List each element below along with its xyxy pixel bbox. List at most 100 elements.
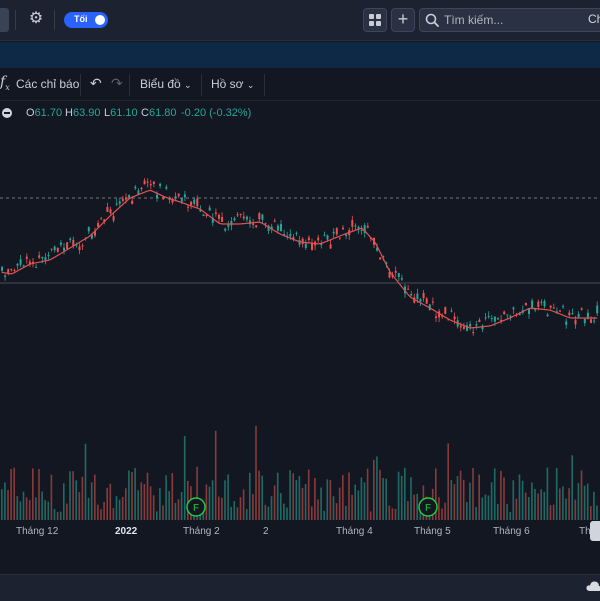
candle-body [106,207,109,212]
volume-bar [388,505,391,520]
candle-body [292,237,295,240]
chart-menu-button[interactable]: Biểu đồ ⌄ [140,77,192,91]
volume-bar [555,467,558,520]
volume-bar [307,469,310,520]
candle-body [503,311,506,315]
volume-bar [345,505,347,520]
toolbar-divider [201,74,202,96]
time-axis[interactable]: Tháng 12 2022 Tháng 2 2 Tháng 4 Tháng 5 … [0,520,600,542]
candle-body [441,315,444,317]
redo-icon[interactable]: ↷ [111,75,123,91]
volume-bar [44,500,46,520]
volume-bar [493,468,496,520]
candle-body [422,292,425,299]
moving-average-line [1,189,598,329]
volume-bar [103,501,105,520]
volume-bar [376,456,378,520]
candle-body [552,307,555,309]
candle-body [518,312,521,316]
axis-scroll-handle[interactable] [590,521,600,541]
volume-bar [577,482,580,520]
candle-body [543,300,546,307]
candle-body [534,308,537,311]
info-banner [0,42,600,68]
volume-bar [438,497,440,520]
volume-bar [264,504,267,520]
candle-body [35,266,38,268]
candle-body [165,186,168,189]
volume-bar [518,474,521,520]
volume-bar [165,475,167,520]
search-box[interactable] [419,8,600,32]
candle-body [338,237,341,239]
volume-bar [295,480,298,520]
cloud-icon[interactable] [586,580,600,592]
volume-bar [360,477,363,520]
candle-body [472,331,475,333]
candle-body [146,181,149,183]
volume-bar [35,497,37,520]
volume-bar [534,489,536,520]
candle-body [466,325,468,331]
candle-body [577,313,580,318]
volume-bar [25,497,28,520]
indicators-fx-icon[interactable]: fx [0,74,10,92]
candle-body [382,256,385,258]
candle-body [214,212,217,214]
candle-body [177,193,180,197]
volume-bar [75,480,77,520]
volume-bar [338,487,341,520]
candle-body [100,218,103,220]
layout-button[interactable] [363,8,387,32]
theme-toggle[interactable]: Tối [64,12,108,28]
volume-bar [357,490,360,520]
add-button[interactable]: + [391,8,415,32]
volume-bar [78,492,81,520]
search-input[interactable] [444,11,584,29]
volume-bar [159,488,161,520]
event-marker-label: F [193,503,199,514]
symbol-button-edge[interactable] [0,8,9,32]
candle-body [236,214,239,216]
candle-body [152,181,155,185]
volume-bar [540,489,542,520]
candle-body [574,320,577,325]
volume-bar [444,502,446,520]
volume-bar [580,470,583,520]
candle-body [435,316,437,318]
volume-bar [506,503,508,520]
profile-menu-button[interactable]: Hồ sơ ⌄ [211,77,254,91]
time-label: Tháng 2 [183,526,220,537]
volume-bar [456,476,459,520]
event-marker-circle[interactable] [186,497,206,517]
candle-body [50,248,53,250]
candle-body [94,230,96,236]
undo-icon[interactable]: ↶ [90,75,102,91]
candle-body [453,316,456,320]
volume-bar [394,508,397,520]
volume-bar [109,483,112,520]
candle-body [320,243,323,246]
volume-bar [311,506,313,520]
volume-bar [106,487,108,520]
indicators-button[interactable]: Các chỉ báo [16,77,80,91]
volume-bar [38,468,40,520]
candle-body [199,209,202,212]
event-marker-circle[interactable] [418,497,438,517]
volume-bar [586,483,589,520]
toolbar-divider [129,74,130,96]
volume-bar [286,507,288,520]
collapse-minus-icon[interactable] [2,108,12,118]
volume-bar [574,499,577,520]
candle-body [304,243,307,248]
volume-bar [196,466,198,520]
candle-body [580,308,583,310]
volume-bar [261,475,263,520]
candle-body [379,257,382,260]
volume-bar [47,501,50,520]
gear-icon[interactable]: ⚙ [28,10,44,27]
candle-body [363,225,366,233]
volume-bar [515,498,518,520]
volume-bar [475,507,477,520]
